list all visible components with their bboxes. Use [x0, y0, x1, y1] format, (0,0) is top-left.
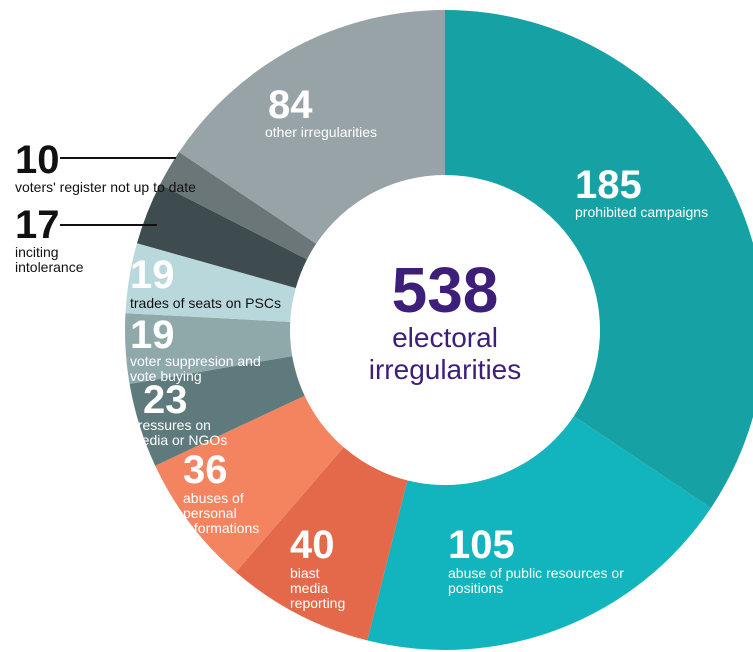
value-label: 19	[130, 313, 175, 357]
donut-segment	[155, 395, 344, 573]
donut-segment	[125, 313, 293, 384]
value-label: 185	[575, 163, 642, 207]
donut-segment	[125, 243, 296, 322]
value-label: 36	[183, 448, 228, 492]
value-label: 23	[143, 378, 188, 422]
category-label: prohibited campaigns	[575, 204, 709, 220]
donut-segment	[367, 416, 711, 651]
category-label: voter suppresion and vote buying	[130, 353, 261, 384]
category-label: pressures on media or NGOs	[130, 417, 228, 448]
donut-segment	[179, 10, 445, 244]
category-label: biast media reporting	[290, 565, 346, 611]
category-label: abuse of public resources or positions	[448, 565, 624, 596]
category-label: trades of seats on PSCs	[130, 295, 281, 311]
donut-segment	[160, 152, 317, 260]
category-label: inciting intolerance	[15, 244, 84, 275]
donut-segment	[235, 447, 408, 641]
center-label: electoral irregularities	[368, 322, 522, 385]
value-label: 10	[15, 138, 60, 182]
value-label: 40	[290, 523, 335, 567]
value-label: 19	[130, 253, 175, 297]
donut-segment	[129, 356, 305, 466]
value-label: 17	[15, 203, 60, 247]
value-label: 84	[268, 83, 313, 127]
donut-segment	[136, 184, 308, 288]
donut-segment	[445, 10, 753, 508]
category-label: other irregularities	[265, 124, 378, 140]
category-label: voters' register not up to date	[15, 179, 196, 195]
center-total: 538	[391, 254, 499, 326]
category-label: abuses of personal informations	[183, 490, 260, 536]
value-label: 105	[448, 523, 515, 567]
